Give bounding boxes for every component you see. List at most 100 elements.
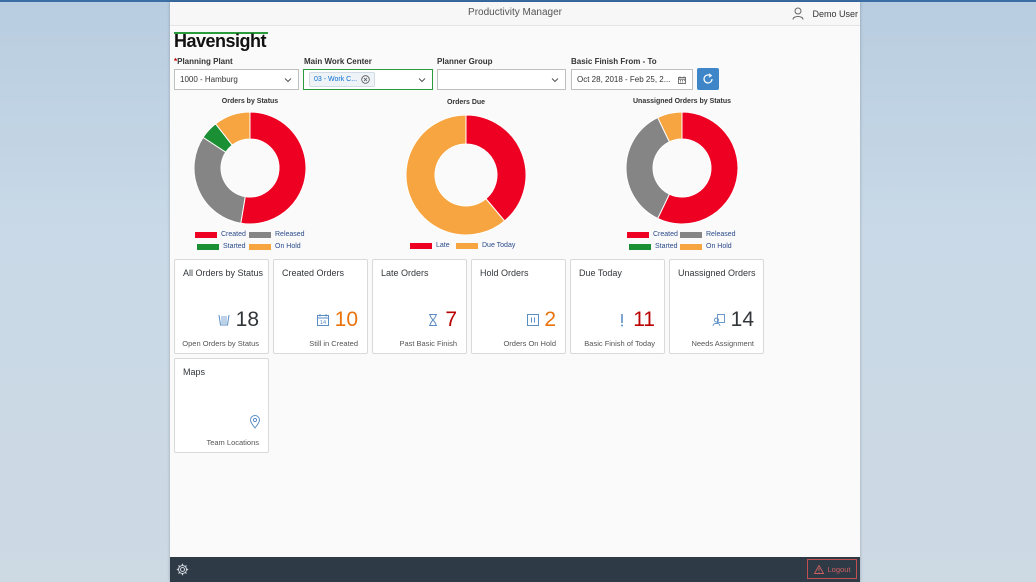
exclamation-icon	[621, 314, 623, 327]
donut-slice-late[interactable]	[465, 115, 526, 222]
tile-title: Maps	[183, 367, 206, 377]
legend-label: On Hold	[706, 243, 732, 250]
tile-all-orders[interactable]: All Orders by Status 18 Open Orders by S…	[174, 259, 269, 354]
svg-text:14: 14	[320, 320, 326, 326]
location-icon	[249, 415, 261, 429]
user-name: Demo User	[812, 8, 858, 19]
basic-finish-date-range[interactable]: Oct 28, 2018 - Feb 25, 2...	[571, 69, 693, 90]
legend-swatch	[249, 243, 271, 250]
logout-label: Logout	[827, 564, 851, 574]
main-work-center-multicombo[interactable]: 03 - Work C...	[303, 69, 433, 90]
legend-item-created[interactable]: Created	[195, 231, 246, 238]
token-remove-icon[interactable]	[361, 75, 370, 84]
donut-slice-created[interactable]	[657, 112, 738, 224]
legend-item-on-hold[interactable]: On Hold	[249, 243, 301, 250]
tile-due-today[interactable]: Due Today 11 Basic Finish of Today	[570, 259, 665, 354]
tile-footer: Past Basic Finish	[399, 339, 457, 348]
donut-slice-due-today[interactable]	[406, 115, 506, 235]
tile-title: Hold Orders	[480, 268, 529, 278]
legend-label: Due Today	[482, 242, 516, 249]
app-window: Productivity Manager Demo User Havensigh…	[170, 2, 860, 582]
donut-slice-created[interactable]	[240, 112, 306, 224]
tile-footer: Team Locations	[206, 438, 259, 447]
tile-value: 7	[445, 308, 457, 331]
tile-title: Late Orders	[381, 268, 429, 278]
legend-label: Created	[221, 231, 246, 238]
app-title: Productivity Manager	[468, 7, 562, 18]
legend-swatch	[680, 231, 702, 238]
legend-item-released[interactable]: Released	[680, 231, 736, 238]
required-mark: *	[174, 57, 178, 66]
tile-footer: Orders On Hold	[503, 339, 556, 348]
tile-footer: Basic Finish of Today	[584, 339, 655, 348]
chart-title-orders-by-status: Orders by Status	[221, 98, 279, 105]
planner-group-label: Planner Group	[437, 57, 493, 66]
tile-created-orders[interactable]: Created Orders 14 10 Still in Created	[273, 259, 368, 354]
legend-item-started[interactable]: Started	[629, 243, 678, 250]
tile-value: 14	[730, 308, 754, 331]
basic-finish-value: Oct 28, 2018 - Feb 25, 2...	[577, 75, 671, 84]
tile-value: 2	[544, 308, 556, 331]
user-menu[interactable]: Demo User	[792, 7, 858, 20]
logo-underline	[174, 32, 268, 34]
tile-footer: Open Orders by Status	[182, 339, 259, 348]
gear-icon[interactable]	[176, 563, 189, 576]
work-center-token[interactable]: 03 - Work C...	[309, 72, 376, 87]
legend-swatch	[456, 242, 478, 249]
donut-slice-released[interactable]	[194, 136, 246, 224]
planning-plant-label: *Planning Plant	[174, 57, 233, 66]
refresh-icon	[703, 73, 713, 84]
legend-label: Started	[655, 243, 678, 250]
donut-slice-on-hold[interactable]	[657, 112, 683, 143]
donut-slice-on-hold[interactable]	[214, 112, 251, 146]
shell-footer: Logout	[170, 557, 860, 582]
legend-item-started[interactable]: Started	[197, 243, 246, 250]
legend-swatch	[195, 231, 217, 238]
planning-plant-label-text: Planning Plant	[177, 57, 233, 66]
orders-due-donut[interactable]	[406, 115, 526, 235]
legend-swatch	[249, 231, 271, 238]
tile-footer: Still in Created	[309, 339, 358, 348]
legend-item-created[interactable]: Created	[627, 231, 678, 238]
tile-hold-orders[interactable]: Hold Orders 2 Orders On Hold	[471, 259, 566, 354]
legend-label: Released	[275, 231, 305, 238]
refresh-button[interactable]	[697, 68, 719, 90]
tile-title: Unassigned Orders	[678, 268, 756, 278]
legend-label: Released	[706, 231, 736, 238]
logout-button[interactable]: Logout	[807, 559, 857, 579]
chart-title-orders-due: Orders Due	[446, 99, 486, 106]
donut-slice-released[interactable]	[626, 116, 671, 220]
unassigned-orders-donut[interactable]	[626, 112, 738, 224]
hourglass-icon	[429, 314, 437, 326]
basic-finish-label: Basic Finish From - To	[571, 57, 657, 66]
tile-late-orders[interactable]: Late Orders 7 Past Basic Finish	[372, 259, 467, 354]
unassigned-icon	[712, 314, 725, 327]
legend-item-due-today[interactable]: Due Today	[456, 242, 515, 249]
shell-header: Productivity Manager Demo User	[170, 2, 860, 26]
calendar-icon: 14	[317, 314, 329, 326]
tile-footer: Needs Assignment	[691, 339, 754, 348]
chevron-down-icon	[418, 78, 426, 83]
legend-item-late[interactable]: Late	[410, 242, 450, 249]
work-center-token-text: 03 - Work C...	[314, 76, 358, 83]
tile-maps[interactable]: Maps Team Locations	[174, 358, 269, 453]
orders-by-status-donut[interactable]	[194, 112, 306, 224]
list-icon	[218, 314, 230, 326]
legend-item-on-hold[interactable]: On Hold	[680, 243, 732, 250]
legend-item-released[interactable]: Released	[249, 231, 305, 238]
planning-plant-select[interactable]: 1000 - Hamburg	[174, 69, 299, 90]
planner-group-select[interactable]	[437, 69, 566, 90]
brand-logo: Havensight	[174, 31, 267, 51]
chevron-down-icon	[551, 78, 559, 83]
legend-swatch	[629, 243, 651, 250]
legend-label: Created	[653, 231, 678, 238]
user-icon	[792, 7, 804, 20]
tile-value: 11	[633, 308, 655, 331]
main-work-center-label: Main Work Center	[304, 57, 372, 66]
tile-value: 18	[235, 308, 259, 331]
window-top-line	[0, 0, 1036, 2]
legend-label: On Hold	[275, 243, 301, 250]
calendar-icon[interactable]	[678, 76, 686, 84]
tile-unassigned-orders[interactable]: Unassigned Orders 14 Needs Assignment	[669, 259, 764, 354]
legend-swatch	[680, 243, 702, 250]
